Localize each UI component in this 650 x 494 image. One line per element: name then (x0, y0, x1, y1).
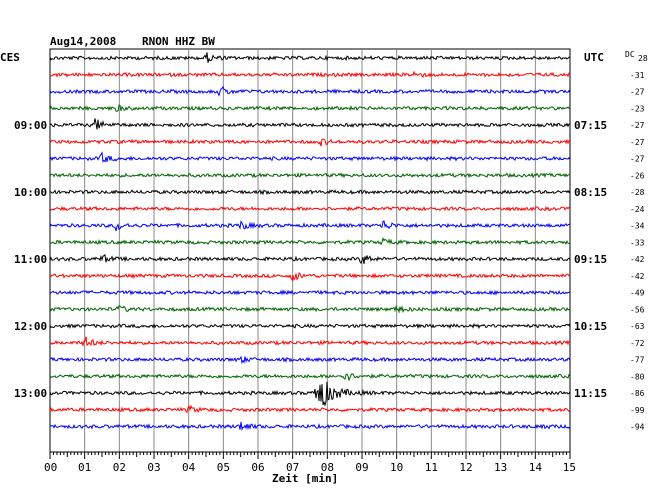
right-time-label: 07:15 (574, 119, 607, 132)
dc-value: -42 (630, 272, 645, 281)
dc-value: -77 (630, 356, 645, 365)
trace-row-10 (49, 220, 571, 232)
trace-row-5 (49, 138, 571, 147)
dc-value: -34 (630, 222, 645, 231)
x-tick-label: 06 (251, 461, 264, 474)
left-time-label: 10:00 (14, 186, 47, 199)
right-timezone: UTC (584, 51, 604, 64)
dc-value: -27 (630, 138, 645, 147)
dc-value: -23 (630, 104, 645, 113)
trace-row-19 (49, 373, 571, 382)
x-tick-label: 13 (494, 461, 507, 474)
trace-row-6 (49, 151, 571, 163)
x-tick-label: 09 (355, 461, 368, 474)
dc-value: -86 (630, 389, 645, 398)
dc-value: -26 (630, 171, 645, 180)
dc-value-labels: 28 -31 -27 -23 -27 -27 -27 -26 -28 -24 -34 -33 -42 -4… (630, 54, 648, 432)
dc-value: -27 (630, 121, 645, 130)
x-tick-label: 04 (182, 461, 196, 474)
left-time-label: 13:00 (14, 387, 47, 400)
dc-value: -42 (630, 255, 645, 264)
trace-row-8 (49, 189, 571, 196)
x-tick-label: 14 (529, 461, 543, 474)
right-time-labels: 07:15 08:15 09:15 10:15 11:15 (574, 119, 607, 400)
dc-label: DC (625, 50, 635, 59)
trace-row-14 (49, 289, 571, 296)
x-axis-label: Zeit [min] (272, 472, 338, 485)
dc-value: -63 (630, 322, 645, 331)
x-tick-label: 08 (321, 461, 334, 474)
right-time-label: 09:15 (574, 253, 607, 266)
chart-station: RNON HHZ BW (142, 35, 215, 48)
trace-row-4 (49, 118, 571, 130)
right-time-label: 10:15 (574, 320, 607, 333)
x-tick-label: 12 (459, 461, 472, 474)
x-tick-label: 00 (44, 461, 57, 474)
x-tick-label: 07 (286, 461, 299, 474)
dc-value: -49 (630, 289, 645, 298)
x-tick-label: 11 (425, 461, 438, 474)
dc-value: -31 (630, 71, 645, 80)
x-tick-label: 03 (147, 461, 160, 474)
trace-row-11 (49, 236, 571, 246)
left-time-label: 09:00 (14, 119, 47, 132)
trace-row-9 (49, 205, 571, 212)
dc-value: -99 (630, 406, 645, 415)
trace-row-7 (49, 172, 571, 179)
trace-row-15 (49, 304, 571, 314)
trace-row-20 (49, 381, 571, 407)
right-time-label: 11:15 (574, 387, 607, 400)
dc-value: -94 (630, 423, 645, 432)
x-axis: 00 01 02 03 04 05 06 07 08 09 10 11 12 13 14 15 (44, 451, 576, 474)
dc-value: -72 (630, 339, 645, 348)
left-time-labels: 09:00 10:00 11:00 12:00 13:00 (14, 119, 47, 400)
plot-area (49, 48, 571, 453)
right-time-label: 08:15 (574, 186, 607, 199)
dc-value: -80 (630, 372, 645, 381)
left-time-label: 12:00 (14, 320, 47, 333)
dc-value: 28 (638, 54, 648, 63)
trace-row-21 (49, 404, 571, 414)
x-tick-label: 15 (563, 461, 576, 474)
left-timezone: CES (0, 51, 20, 64)
trace-row-13 (49, 272, 571, 282)
trace-row-1 (49, 70, 571, 78)
x-tick-label: 05 (217, 461, 230, 474)
dc-value: -27 (630, 88, 645, 97)
trace-row-3 (49, 104, 571, 112)
x-tick-label: 02 (113, 461, 126, 474)
chart-date: Aug14,2008 (50, 35, 116, 48)
trace-row-22 (49, 421, 571, 431)
dc-value: -28 (630, 188, 645, 197)
x-tick-label: 01 (78, 461, 91, 474)
trace-row-18 (49, 355, 571, 365)
trace-row-17 (49, 336, 571, 347)
dc-value: -56 (630, 305, 645, 314)
trace-group (49, 52, 571, 431)
dc-value: -33 (630, 238, 645, 247)
left-time-label: 11:00 (14, 253, 47, 266)
trace-row-12 (49, 253, 571, 265)
trace-row-2 (49, 85, 571, 97)
dc-value: -24 (630, 205, 645, 214)
x-tick-label: 10 (390, 461, 403, 474)
trace-row-16 (49, 322, 571, 330)
dc-value: -27 (630, 155, 645, 164)
trace-row-0 (49, 52, 571, 63)
